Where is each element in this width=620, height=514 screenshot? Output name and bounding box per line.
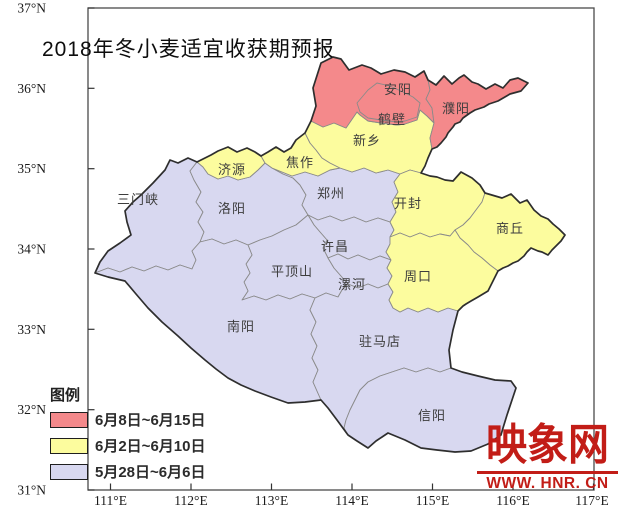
- city-label-jiyuan: 济源: [218, 162, 246, 177]
- legend-label: 6月8日~6月15日: [95, 412, 206, 429]
- y-axis-label: 33°N: [17, 322, 46, 337]
- city-label-jiaozuo: 焦作: [286, 155, 314, 170]
- x-axis-label: 112°E: [174, 493, 207, 508]
- x-axis-label: 115°E: [416, 493, 449, 508]
- legend-row: 5月28日~6月6日: [50, 463, 206, 481]
- legend-row: 6月8日~6月15日: [50, 411, 206, 429]
- y-axis-label: 35°N: [17, 161, 46, 176]
- city-label-xinxiang: 新乡: [353, 133, 381, 148]
- legend-swatch-yellow: [50, 437, 88, 454]
- map-regions: [94, 56, 566, 453]
- x-axis-label: 111°E: [94, 493, 127, 508]
- city-label-hebi: 鹤壁: [378, 112, 406, 127]
- city-label-nanyang: 南阳: [227, 319, 255, 334]
- legend-swatch-lavender: [50, 463, 88, 480]
- city-label-kaifeng: 开封: [394, 196, 422, 211]
- y-axis-label: 31°N: [17, 483, 46, 498]
- x-axis-label: 116°E: [496, 493, 529, 508]
- city-label-luoyang: 洛阳: [218, 201, 246, 216]
- page-title: 2018年冬小麦适宜收获期预报: [42, 38, 335, 61]
- city-label-xuchang: 许昌: [321, 239, 349, 254]
- y-axis-label: 36°N: [17, 81, 46, 96]
- city-label-anyang: 安阳: [384, 82, 412, 97]
- x-axis-label: 117°E: [575, 493, 608, 508]
- legend-title: 图例: [50, 387, 81, 404]
- y-axis-label: 34°N: [17, 242, 46, 257]
- city-label-xinyang: 信阳: [418, 408, 446, 423]
- legend-swatch-red: [50, 411, 88, 428]
- y-axis-label: 32°N: [17, 402, 46, 417]
- province-outline: [94, 56, 566, 453]
- region-sanmenxia: [94, 157, 205, 274]
- legend: 图例 6月8日~6月15日 6月2日~6月10日 5月28日~6月6日: [50, 384, 205, 489]
- y-axis-label: 37°N: [17, 1, 46, 16]
- city-label-zhengzhou: 郑州: [317, 186, 345, 201]
- legend-row: 6月2日~6月10日: [50, 437, 206, 455]
- city-label-puyang: 濮阳: [442, 101, 470, 116]
- city-label-sanmenxia: 三门峡: [117, 192, 159, 207]
- x-axis-label: 114°E: [335, 493, 368, 508]
- x-axis-label: 113°E: [255, 493, 288, 508]
- city-label-pingdingshan: 平顶山: [271, 264, 313, 279]
- city-label-zhoukou: 周口: [404, 269, 432, 284]
- legend-label: 6月2日~6月10日: [95, 438, 206, 455]
- city-label-luohe: 漯河: [338, 277, 366, 292]
- axes: 111°E 112°E 113°E 114°E 115°E 116°E 117°E 37°N 3…: [17, 1, 608, 509]
- legend-label: 5月28日~6月6日: [95, 464, 206, 481]
- city-label-shangqiu: 商丘: [496, 221, 524, 236]
- region-hebi: [356, 82, 421, 123]
- city-label-zhumadian: 驻马店: [359, 334, 401, 349]
